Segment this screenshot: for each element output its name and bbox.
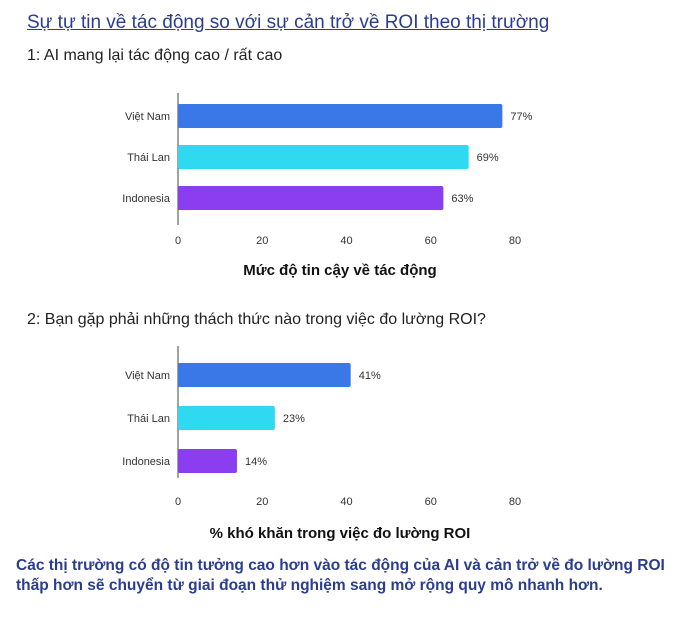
chart-1-bar (178, 145, 469, 169)
chart-1-title: 1: AI mang lại tác động cao / rất cao (27, 47, 283, 64)
chart-2-title: 2: Bạn gặp phải những thách thức nào tro… (27, 311, 486, 328)
chart-2-x-tick-label: 80 (509, 496, 521, 508)
chart-2-bar (178, 449, 237, 473)
chart-2-value-label: 41% (359, 370, 381, 382)
chart-1-value-label: 77% (510, 111, 532, 123)
chart-1-x-tick-label: 60 (425, 235, 437, 247)
conclusion-text: Các thị trường có độ tin tưởng cao hơn v… (16, 557, 665, 594)
chart-2-category-label: Indonesia (122, 456, 171, 468)
chart-2-x-tick-label: 40 (340, 496, 352, 508)
chart-1-value-label: 69% (477, 152, 499, 164)
chart-1-x-tick-label: 20 (256, 235, 268, 247)
chart-2-x-tick-label: 20 (256, 496, 268, 508)
chart-2-bar (178, 363, 351, 387)
chart-1-confidence: Việt Nam 77% Thái Lan 69% Indonesia 63% 0 20 40 6… (122, 93, 533, 247)
chart-2-xlabel: % khó khăn trong việc đo lường ROI (209, 525, 471, 542)
chart-1-bar (178, 186, 444, 210)
chart-2-value-label: 23% (283, 413, 305, 425)
chart-2-bar (178, 406, 275, 430)
chart-1-category-label: Thái Lan (127, 152, 170, 164)
chart-1-bar (178, 104, 503, 128)
chart-1-xlabel: Mức độ tin cậy về tác động (243, 262, 437, 279)
chart-1-x-tick-label: 0 (175, 235, 181, 247)
chart-1-x-tick-label: 80 (509, 235, 521, 247)
chart-1-x-tick-label: 40 (340, 235, 352, 247)
chart-1-category-label: Indonesia (122, 193, 171, 205)
chart-2-category-label: Thái Lan (127, 413, 170, 425)
chart-2-category-label: Việt Nam (125, 370, 170, 382)
chart-2-roi-difficulty: Việt Nam 41% Thái Lan 23% Indonesia 14% 0 20 40 6… (122, 346, 521, 508)
chart-2-x-tick-label: 60 (425, 496, 437, 508)
chart-1-category-label: Việt Nam (125, 111, 170, 123)
chart-1-value-label: 63% (451, 193, 473, 205)
chart-2-x-tick-label: 0 (175, 496, 181, 508)
page-title: Sự tự tin về tác động so với sự cản trở … (27, 12, 550, 33)
chart-2-value-label: 14% (245, 456, 267, 468)
